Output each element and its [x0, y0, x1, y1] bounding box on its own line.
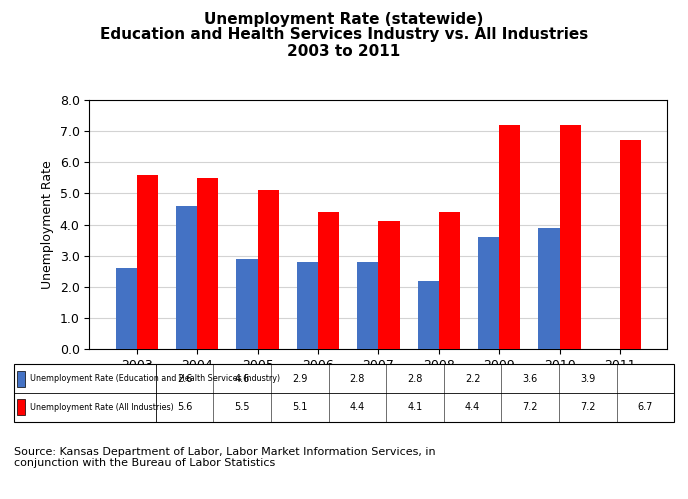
Text: 3.9: 3.9 — [580, 374, 595, 384]
Text: 4.6: 4.6 — [235, 374, 250, 384]
Text: 2.8: 2.8 — [350, 374, 365, 384]
Bar — [539, 228, 559, 349]
Text: 2.8: 2.8 — [407, 374, 422, 384]
Text: Education and Health Services Industry vs. All Industries: Education and Health Services Industry v… — [100, 27, 588, 42]
Text: 7.2: 7.2 — [522, 402, 538, 412]
Text: 2.9: 2.9 — [292, 374, 308, 384]
Text: 6.7: 6.7 — [638, 402, 653, 412]
Bar — [559, 125, 581, 349]
Text: Unemployment Rate (Education and Health Services Industry): Unemployment Rate (Education and Health … — [30, 374, 280, 383]
Bar — [297, 262, 318, 349]
Bar — [237, 259, 257, 349]
Text: Unemployment Rate (All Industries): Unemployment Rate (All Industries) — [30, 403, 173, 412]
Text: 5.6: 5.6 — [177, 402, 192, 412]
Bar — [499, 125, 520, 349]
Text: 5.1: 5.1 — [292, 402, 308, 412]
Text: 2.2: 2.2 — [465, 374, 480, 384]
Bar — [17, 371, 25, 387]
Bar — [116, 268, 137, 349]
Text: 4.4: 4.4 — [350, 402, 365, 412]
Text: 2003 to 2011: 2003 to 2011 — [288, 44, 400, 59]
Text: 2.6: 2.6 — [177, 374, 192, 384]
Bar — [418, 280, 439, 349]
Bar — [17, 399, 25, 415]
Bar — [620, 140, 641, 349]
Bar — [197, 178, 218, 349]
Text: 5.5: 5.5 — [235, 402, 250, 412]
Bar — [176, 206, 197, 349]
Bar — [137, 175, 158, 349]
Bar — [478, 237, 499, 349]
Text: 7.2: 7.2 — [580, 402, 596, 412]
Text: 4.4: 4.4 — [465, 402, 480, 412]
Bar — [257, 190, 279, 349]
Bar — [439, 212, 460, 349]
Text: Unemployment Rate (statewide): Unemployment Rate (statewide) — [204, 12, 484, 27]
Bar — [378, 222, 400, 349]
X-axis label: Year: Year — [364, 378, 393, 392]
Text: 3.6: 3.6 — [523, 374, 538, 384]
Bar — [318, 212, 339, 349]
Y-axis label: Unemployment Rate: Unemployment Rate — [41, 160, 54, 289]
Text: 4.1: 4.1 — [407, 402, 422, 412]
Text: Source: Kansas Department of Labor, Labor Market Information Services, in
conjun: Source: Kansas Department of Labor, Labo… — [14, 447, 436, 468]
Bar — [357, 262, 378, 349]
